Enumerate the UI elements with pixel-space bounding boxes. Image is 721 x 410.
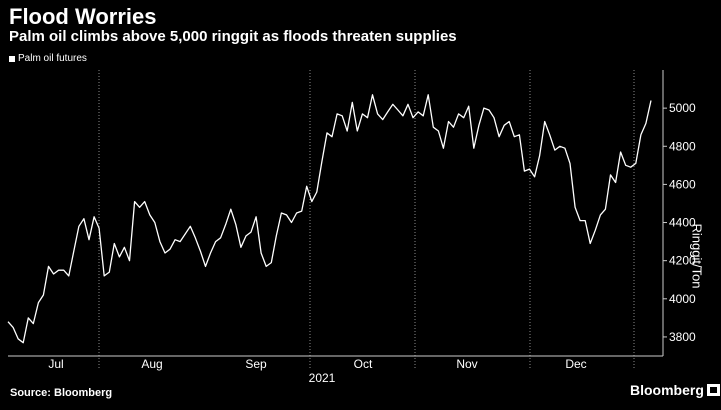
- y-tick-label-1: 4000: [669, 292, 696, 306]
- y-tick-label-5: 4800: [669, 139, 696, 153]
- y-tick-label-4: 4600: [669, 177, 696, 191]
- x-tick-label-jul: Jul: [48, 357, 63, 371]
- legend-swatch: [9, 55, 15, 62]
- y-axis-label: Ringgit/Ton: [689, 223, 705, 289]
- y-tick-label-2: 4200: [669, 254, 696, 268]
- x-tick-label-nov: Nov: [456, 357, 477, 371]
- x-tick-label-oct: Oct: [354, 357, 373, 371]
- bloomberg-mark-icon: [706, 384, 720, 396]
- brand-logo: Bloomberg: [630, 382, 720, 398]
- x-tick-label-aug: Aug: [141, 357, 162, 371]
- y-tick-label-3: 4400: [669, 216, 696, 230]
- x-tick-label-dec: Dec: [565, 357, 586, 371]
- legend: Palm oil futures: [9, 53, 87, 64]
- chart-subtitle: Palm oil climbs above 5,000 ringgit as f…: [9, 28, 457, 45]
- legend-label: Palm oil futures: [18, 53, 87, 64]
- chart-title: Flood Worries: [9, 4, 157, 29]
- x-year-label: 2021: [309, 371, 336, 385]
- y-tick-label-6: 5000: [669, 101, 696, 115]
- series-line-palm-oil-futures: [7, 94, 652, 344]
- x-tick-label-sep: Sep: [245, 357, 267, 371]
- y-tick-label-0: 3800: [669, 330, 696, 344]
- brand-name: Bloomberg: [630, 382, 704, 398]
- source-note: Source: Bloomberg: [10, 387, 113, 399]
